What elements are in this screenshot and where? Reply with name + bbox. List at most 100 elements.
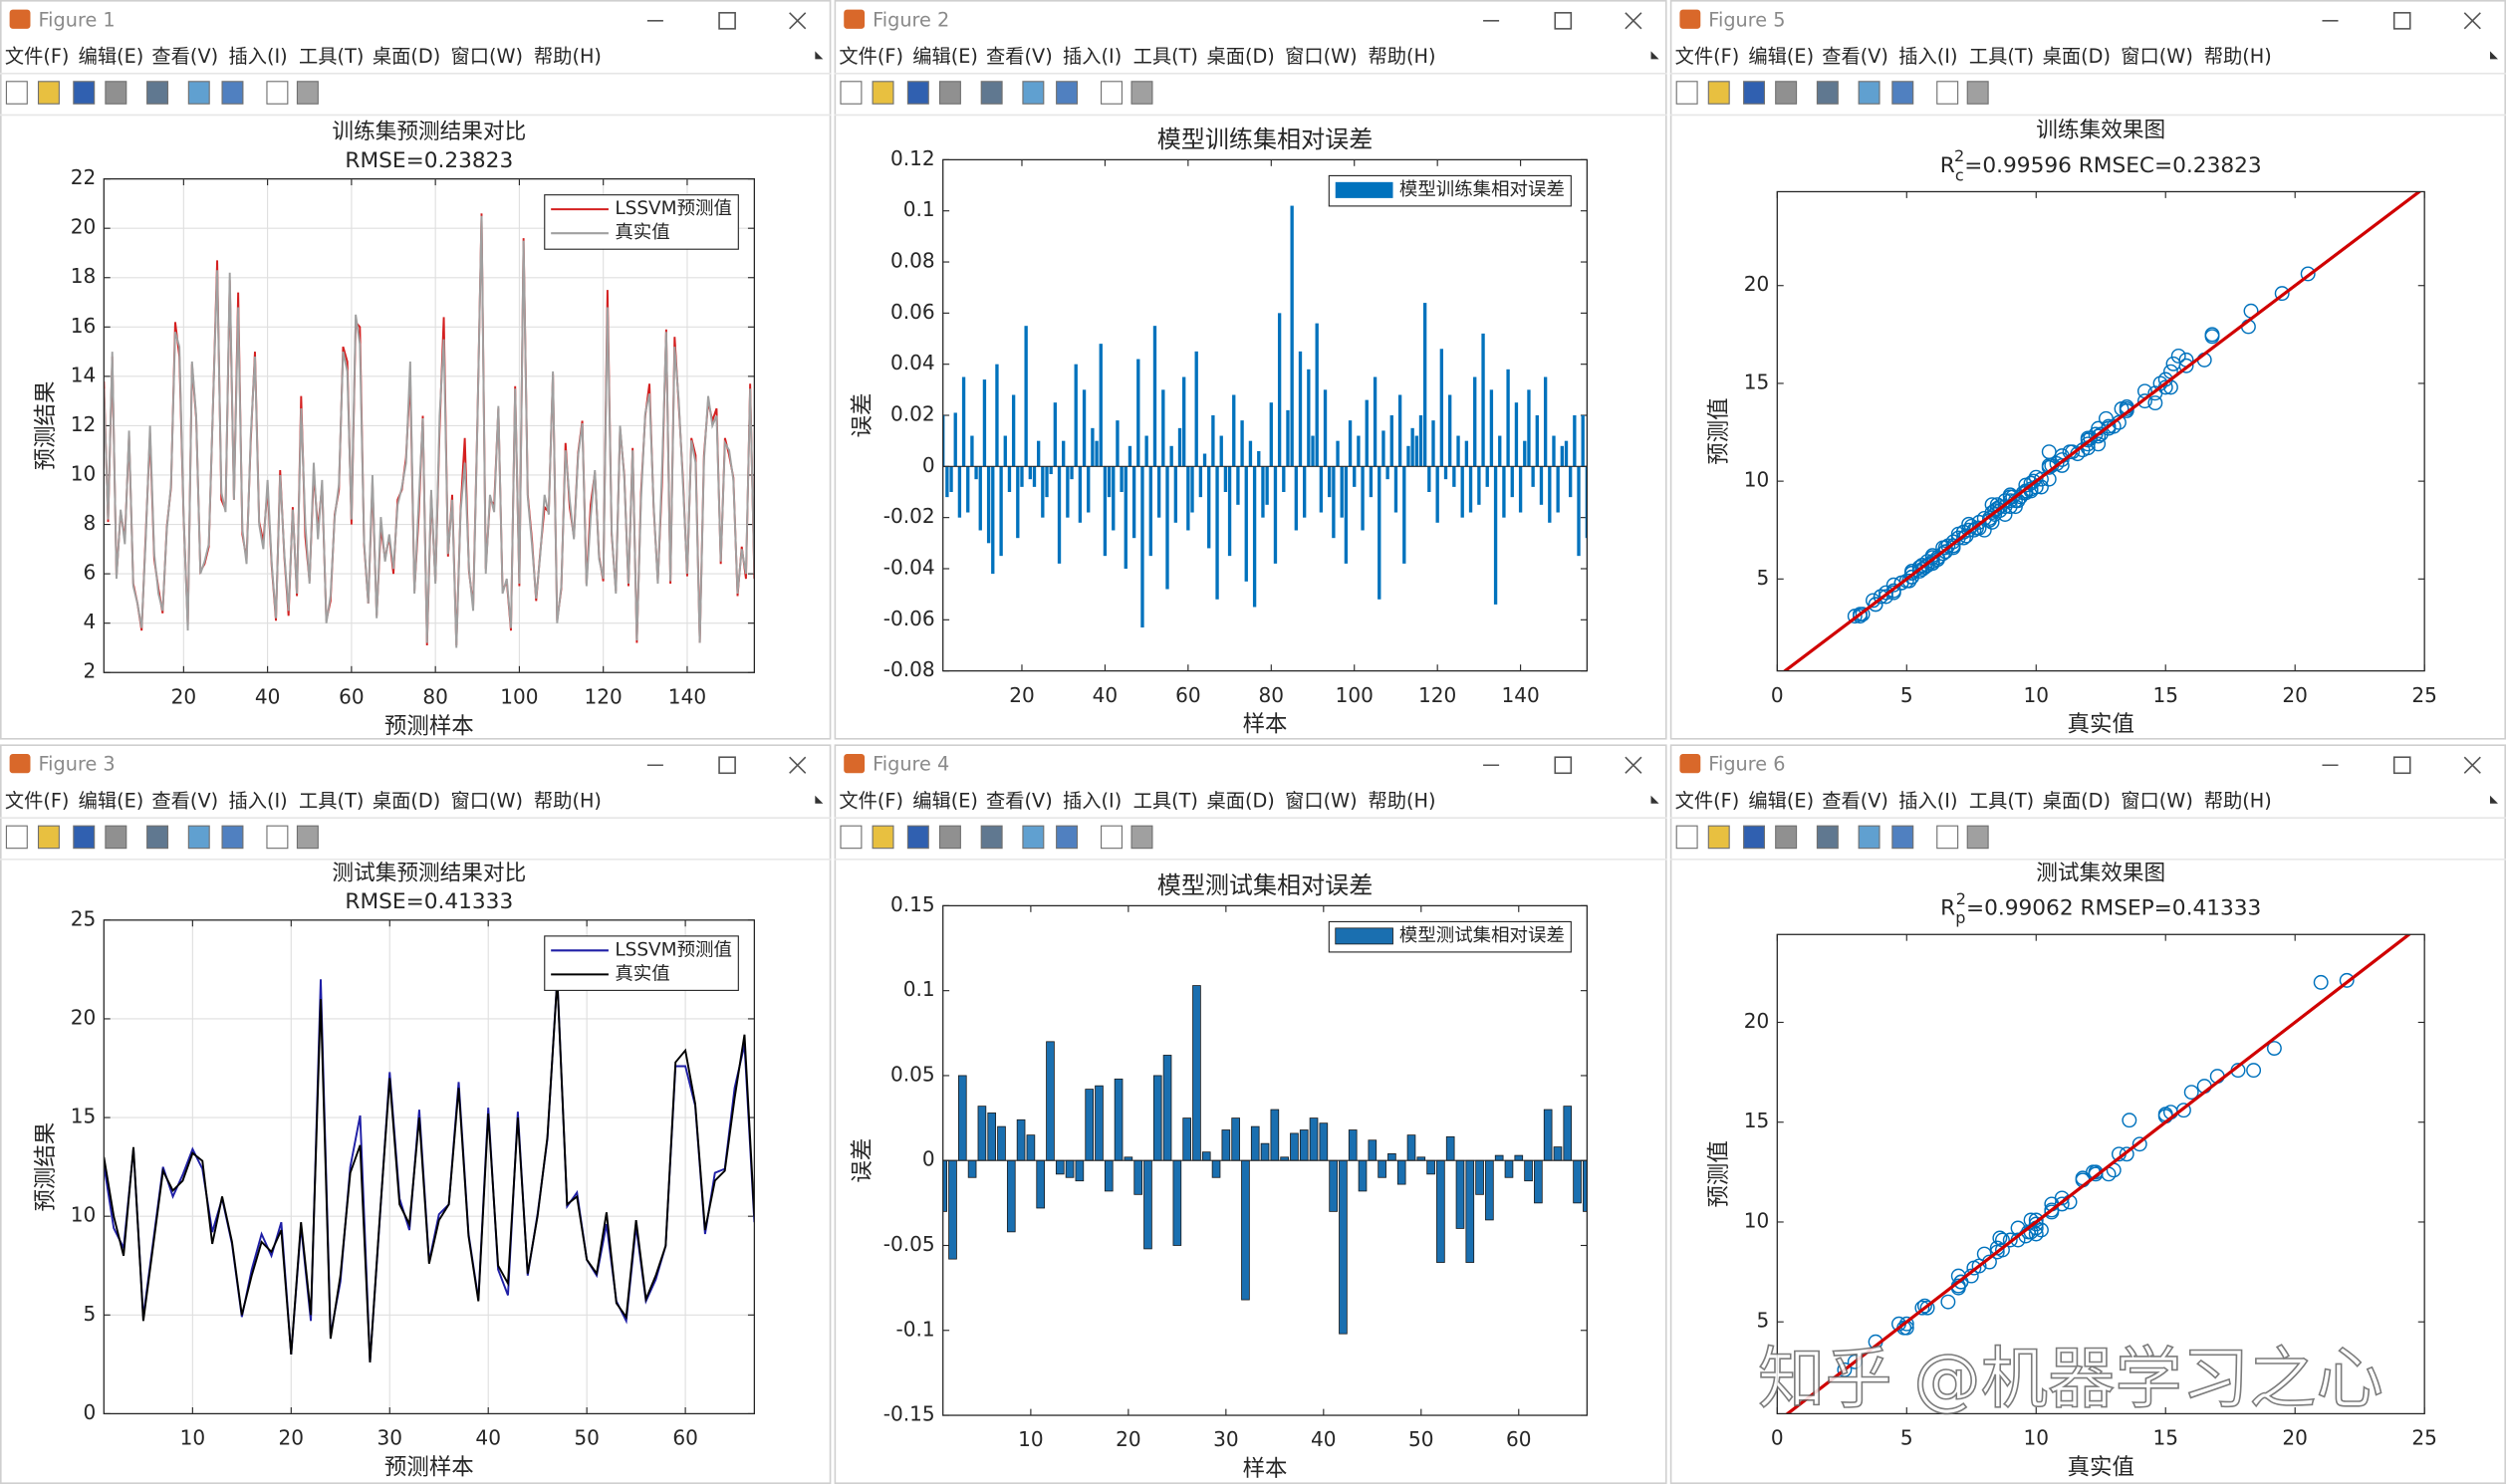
toolbar-button[interactable] bbox=[1936, 81, 1959, 105]
menu-item[interactable]: 插入(I) bbox=[1063, 45, 1122, 68]
toolbar-button[interactable] bbox=[906, 825, 929, 850]
maximize-button[interactable] bbox=[718, 12, 736, 30]
maximize-button[interactable] bbox=[1554, 12, 1573, 30]
menu-item[interactable]: 桌面(D) bbox=[373, 45, 440, 68]
menu-item[interactable]: 编辑(E) bbox=[1748, 45, 1814, 68]
toolbar-button[interactable] bbox=[1675, 825, 1698, 850]
toolbar-button[interactable] bbox=[1966, 81, 1989, 105]
menu-item[interactable]: 窗口(W) bbox=[1285, 790, 1358, 813]
menu-item[interactable]: 工具(T) bbox=[299, 45, 364, 68]
toolbar-button[interactable] bbox=[872, 825, 894, 850]
toolbar-button[interactable] bbox=[266, 81, 289, 105]
menu-item[interactable]: 编辑(E) bbox=[79, 45, 144, 68]
menu-item[interactable]: 插入(I) bbox=[228, 45, 287, 68]
menu-item[interactable]: 查看(V) bbox=[151, 790, 218, 813]
toolbar-button[interactable] bbox=[1966, 825, 1989, 850]
toolbar-button[interactable] bbox=[1775, 825, 1798, 850]
menu-item[interactable]: 工具(T) bbox=[299, 790, 364, 813]
toolbar-button[interactable] bbox=[105, 81, 127, 105]
close-button[interactable] bbox=[1625, 756, 1642, 774]
menu-overflow[interactable] bbox=[1650, 51, 1659, 60]
toolbar-button[interactable] bbox=[1858, 81, 1880, 105]
menu-item[interactable]: 查看(V) bbox=[151, 45, 218, 68]
menu-item[interactable]: 帮助(H) bbox=[2204, 790, 2272, 813]
toolbar-button[interactable] bbox=[1101, 81, 1123, 105]
toolbar-button[interactable] bbox=[296, 81, 319, 105]
toolbar-button[interactable] bbox=[1936, 825, 1959, 850]
menu-item[interactable]: 文件(F) bbox=[839, 45, 903, 68]
toolbar-button[interactable] bbox=[840, 825, 863, 850]
menu-item[interactable]: 编辑(E) bbox=[1748, 790, 1814, 813]
menu-item[interactable]: 窗口(W) bbox=[2121, 790, 2193, 813]
menu-item[interactable]: 帮助(H) bbox=[1369, 45, 1436, 68]
toolbar-button[interactable] bbox=[221, 825, 244, 850]
menu-item[interactable]: 窗口(W) bbox=[450, 790, 523, 813]
toolbar-button[interactable] bbox=[938, 81, 961, 105]
toolbar-button[interactable] bbox=[37, 825, 60, 850]
toolbar-button[interactable] bbox=[840, 81, 863, 105]
menu-item[interactable]: 查看(V) bbox=[1822, 45, 1888, 68]
menu-item[interactable]: 工具(T) bbox=[1969, 790, 2034, 813]
menu-item[interactable]: 窗口(W) bbox=[450, 45, 523, 68]
toolbar-button[interactable] bbox=[1675, 81, 1698, 105]
toolbar-button[interactable] bbox=[1743, 825, 1766, 850]
toolbar-button[interactable] bbox=[1056, 825, 1079, 850]
toolbar-button[interactable] bbox=[872, 81, 894, 105]
menu-item[interactable]: 帮助(H) bbox=[534, 790, 602, 813]
menu-item[interactable]: 文件(F) bbox=[1675, 790, 1740, 813]
menu-item[interactable]: 桌面(D) bbox=[2043, 45, 2111, 68]
toolbar-button[interactable] bbox=[1056, 81, 1079, 105]
menu-item[interactable]: 文件(F) bbox=[5, 790, 70, 813]
menu-item[interactable]: 编辑(E) bbox=[912, 790, 978, 813]
toolbar-button[interactable] bbox=[1858, 825, 1880, 850]
menu-item[interactable]: 插入(I) bbox=[1898, 45, 1957, 68]
menu-item[interactable]: 插入(I) bbox=[1063, 790, 1122, 813]
menu-item[interactable]: 桌面(D) bbox=[1206, 45, 1274, 68]
toolbar-button[interactable] bbox=[1707, 81, 1730, 105]
toolbar-button[interactable] bbox=[1101, 825, 1123, 850]
toolbar-button[interactable] bbox=[938, 825, 961, 850]
toolbar-button[interactable] bbox=[1891, 825, 1914, 850]
menu-item[interactable]: 文件(F) bbox=[839, 790, 903, 813]
menu-item[interactable]: 插入(I) bbox=[228, 790, 287, 813]
menu-item[interactable]: 插入(I) bbox=[1898, 790, 1957, 813]
close-button[interactable] bbox=[2463, 756, 2481, 774]
toolbar-button[interactable] bbox=[105, 825, 127, 850]
close-button[interactable] bbox=[1625, 12, 1642, 30]
menu-overflow[interactable] bbox=[815, 795, 824, 804]
toolbar-button[interactable] bbox=[266, 825, 289, 850]
menu-item[interactable]: 查看(V) bbox=[986, 45, 1053, 68]
menu-item[interactable]: 窗口(W) bbox=[2121, 45, 2193, 68]
close-button[interactable] bbox=[2463, 12, 2481, 30]
toolbar-button[interactable] bbox=[1743, 81, 1766, 105]
toolbar-button[interactable] bbox=[1816, 81, 1839, 105]
toolbar-button[interactable] bbox=[296, 825, 319, 850]
toolbar-button[interactable] bbox=[187, 81, 210, 105]
toolbar-button[interactable] bbox=[1816, 825, 1839, 850]
toolbar-button[interactable] bbox=[146, 825, 169, 850]
toolbar-button[interactable] bbox=[73, 825, 96, 850]
toolbar-button[interactable] bbox=[146, 81, 169, 105]
menu-overflow[interactable] bbox=[2489, 795, 2498, 804]
toolbar-button[interactable] bbox=[906, 81, 929, 105]
menu-item[interactable]: 查看(V) bbox=[1822, 790, 1888, 813]
toolbar-button[interactable] bbox=[1775, 81, 1798, 105]
toolbar-button[interactable] bbox=[1891, 81, 1914, 105]
menu-item[interactable]: 桌面(D) bbox=[373, 790, 440, 813]
toolbar-button[interactable] bbox=[221, 81, 244, 105]
menu-item[interactable]: 工具(T) bbox=[1969, 45, 2034, 68]
toolbar-button[interactable] bbox=[5, 81, 28, 105]
toolbar-button[interactable] bbox=[1022, 825, 1045, 850]
toolbar-button[interactable] bbox=[37, 81, 60, 105]
menu-item[interactable]: 编辑(E) bbox=[79, 790, 144, 813]
toolbar-button[interactable] bbox=[1130, 825, 1153, 850]
menu-item[interactable]: 编辑(E) bbox=[912, 45, 978, 68]
toolbar-button[interactable] bbox=[980, 825, 1003, 850]
menu-item[interactable]: 工具(T) bbox=[1133, 790, 1198, 813]
close-button[interactable] bbox=[789, 756, 807, 774]
menu-item[interactable]: 窗口(W) bbox=[1285, 45, 1358, 68]
maximize-button[interactable] bbox=[2392, 12, 2411, 30]
toolbar-button[interactable] bbox=[1022, 81, 1045, 105]
close-button[interactable] bbox=[789, 12, 807, 30]
menu-item[interactable]: 桌面(D) bbox=[1206, 790, 1274, 813]
